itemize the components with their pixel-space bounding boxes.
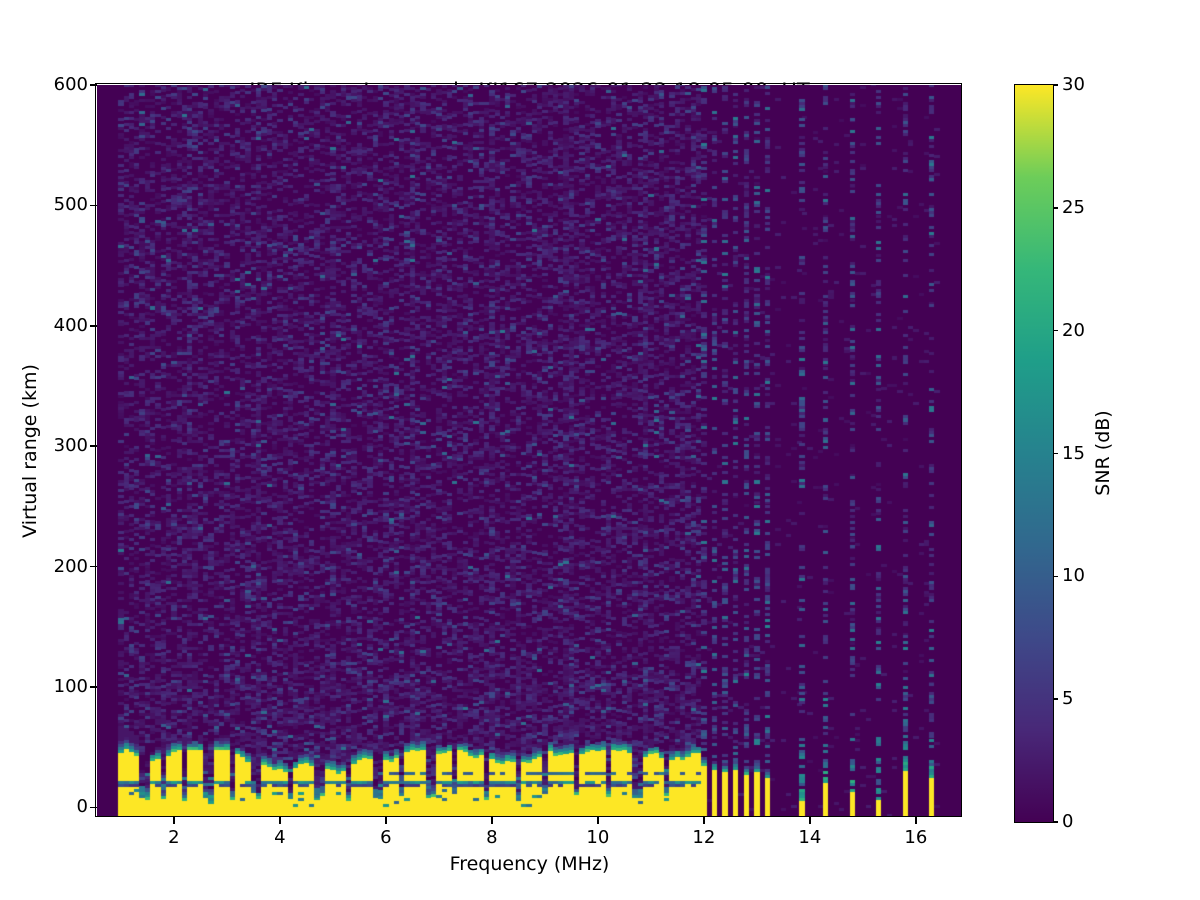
x-tick-mark xyxy=(915,817,917,824)
x-tick-label: 4 xyxy=(250,826,310,850)
y-axis-label: Virtual range (km) xyxy=(19,364,41,538)
x-tick-mark xyxy=(809,817,811,824)
colorbar-tick-label: 30 xyxy=(1062,73,1112,97)
colorbar-label: SNR (dB) xyxy=(1092,410,1114,495)
y-tick-mark xyxy=(90,686,97,688)
x-tick-label: 2 xyxy=(144,826,204,850)
colorbar-tick-mark xyxy=(1053,453,1058,455)
x-tick-label: 10 xyxy=(568,826,628,850)
x-tick-mark xyxy=(491,817,493,824)
heatmap-canvas xyxy=(97,85,962,817)
y-tick-mark xyxy=(90,566,97,568)
colorbar-tick-label: 5 xyxy=(1062,687,1112,711)
colorbar-tick-label: 10 xyxy=(1062,564,1112,588)
y-tick-label: 600 xyxy=(28,73,88,97)
y-tick-label: 100 xyxy=(28,675,88,699)
colorbar-tick-mark xyxy=(1053,821,1058,823)
colorbar-tick-label: 0 xyxy=(1062,810,1112,834)
colorbar-tick-mark xyxy=(1053,330,1058,332)
x-tick-mark xyxy=(703,817,705,824)
y-tick-label: 0 xyxy=(28,795,88,819)
x-tick-label: 12 xyxy=(674,826,734,850)
y-tick-label: 400 xyxy=(28,314,88,338)
x-tick-mark xyxy=(279,817,281,824)
colorbar-tick-mark xyxy=(1053,576,1058,578)
figure: IRF Kiruna Ionosonde KI167 2026-01-22 18… xyxy=(0,0,1200,900)
x-tick-mark xyxy=(597,817,599,824)
colorbar-tick-mark xyxy=(1053,698,1058,700)
x-tick-label: 16 xyxy=(886,826,946,850)
colorbar-tick-label: 20 xyxy=(1062,319,1112,343)
y-tick-mark xyxy=(90,445,97,447)
x-tick-mark xyxy=(385,817,387,824)
y-tick-mark xyxy=(90,325,97,327)
y-tick-label: 200 xyxy=(28,555,88,579)
colorbar-tick-mark xyxy=(1053,84,1058,86)
x-tick-mark xyxy=(173,817,175,824)
colorbar-tick-mark xyxy=(1053,207,1058,209)
y-tick-mark xyxy=(90,205,97,207)
x-tick-label: 14 xyxy=(780,826,840,850)
x-tick-label: 6 xyxy=(356,826,416,850)
y-tick-mark xyxy=(90,84,97,86)
y-tick-mark xyxy=(90,807,97,809)
x-tick-label: 8 xyxy=(462,826,522,850)
x-axis-label: Frequency (MHz) xyxy=(97,853,962,875)
colorbar-tick-label: 25 xyxy=(1062,196,1112,220)
y-tick-label: 500 xyxy=(28,193,88,217)
colorbar xyxy=(1015,85,1053,822)
